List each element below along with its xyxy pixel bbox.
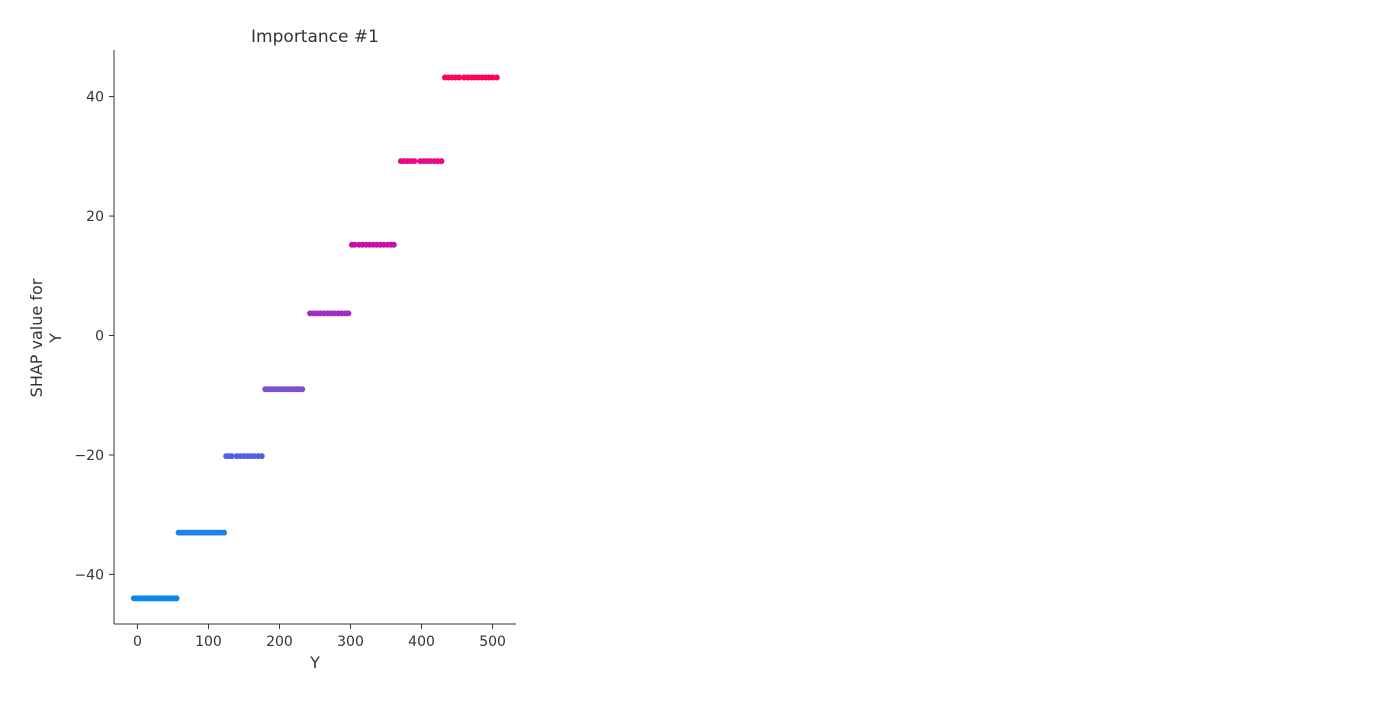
x-tick-label: 200: [266, 634, 293, 650]
y-tick-label: −40: [74, 567, 104, 583]
data-points: [130, 74, 500, 602]
data-point: [438, 158, 445, 165]
y-tick-label: 40: [86, 90, 104, 106]
axes: [113, 50, 516, 625]
data-point: [456, 74, 463, 81]
data-point: [345, 310, 352, 317]
data-point: [493, 74, 500, 81]
chart-title: Importance #1: [251, 27, 379, 47]
data-point: [221, 529, 228, 536]
data-point: [173, 595, 180, 602]
data-point: [351, 241, 358, 248]
data-point: [390, 241, 397, 248]
y-tick-label: 20: [86, 209, 104, 225]
x-tick-label: 0: [133, 634, 142, 650]
y-tick-label: 0: [95, 329, 104, 345]
y-axis-label-line-2: Y: [46, 333, 65, 344]
y-tick-label: −20: [74, 448, 104, 464]
data-point: [299, 386, 306, 393]
x-tick-label: 300: [337, 634, 364, 650]
ticks: 0 100 200 300 400 500 −40 −20 0 20 40: [74, 90, 505, 650]
y-axis-label-line-1: SHAP value for: [27, 278, 46, 397]
data-point: [489, 74, 496, 81]
x-tick-label: 400: [408, 634, 435, 650]
x-tick-label: 500: [479, 634, 506, 650]
x-axis-label: Y: [309, 653, 320, 672]
data-point: [228, 453, 235, 460]
data-point: [258, 453, 265, 460]
x-tick-label: 100: [195, 634, 222, 650]
data-point: [411, 158, 418, 165]
